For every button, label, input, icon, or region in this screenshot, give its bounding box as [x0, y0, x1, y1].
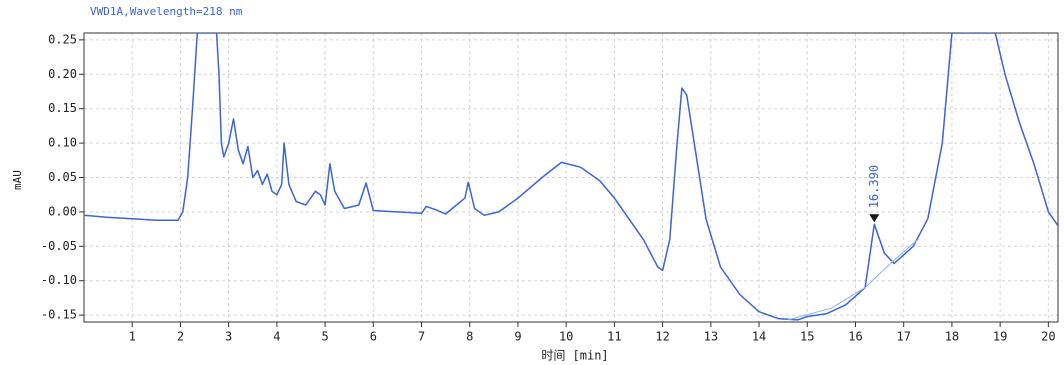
- y-tick-label: 0.05: [48, 170, 77, 184]
- chart-title: VWD1A,Wavelength=218 nm: [90, 5, 243, 18]
- x-tick-label: 11: [607, 330, 621, 344]
- x-tick-label: 10: [559, 330, 573, 344]
- x-tick-label: 18: [945, 330, 959, 344]
- data-line: [787, 239, 919, 321]
- y-tick-label: 0.10: [48, 136, 77, 150]
- peak-marker: [869, 214, 880, 223]
- x-tick-label: 2: [177, 330, 184, 344]
- y-tick-label: 0.20: [48, 67, 77, 81]
- y-tick-label: 0.00: [48, 204, 77, 218]
- x-tick-label: 7: [418, 330, 425, 344]
- x-tick-label: 5: [321, 330, 328, 344]
- x-tick-label: 17: [896, 330, 910, 344]
- x-tick-label: 19: [993, 330, 1007, 344]
- x-tick-label: 12: [655, 330, 669, 344]
- y-tick-label: -0.15: [41, 308, 77, 322]
- y-axis-label: mAU: [11, 170, 24, 190]
- x-tick-label: 6: [370, 330, 377, 344]
- y-tick-label: -0.10: [41, 273, 77, 287]
- peak-label: 16.390: [867, 165, 881, 208]
- x-tick-label: 8: [466, 330, 473, 344]
- x-axis-label: 时间 [min]: [541, 349, 608, 363]
- plot-area: [84, 33, 1058, 321]
- x-tick-label: 15: [800, 330, 814, 344]
- x-tick-label: 20: [1041, 330, 1055, 344]
- x-tick-label: 3: [225, 330, 232, 344]
- x-tick-label: 1: [129, 330, 136, 344]
- x-tick-label: 4: [273, 330, 280, 344]
- x-tick-label: 13: [704, 330, 718, 344]
- y-tick-label: -0.05: [41, 239, 77, 253]
- y-tick-label: 0.25: [48, 32, 77, 46]
- x-tick-label: 9: [514, 330, 521, 344]
- x-tick-label: 14: [752, 330, 766, 344]
- data-line: [84, 33, 1058, 321]
- x-tick-label: 16: [848, 330, 862, 344]
- y-tick-label: 0.15: [48, 101, 77, 115]
- plot-frame: [83, 32, 1059, 323]
